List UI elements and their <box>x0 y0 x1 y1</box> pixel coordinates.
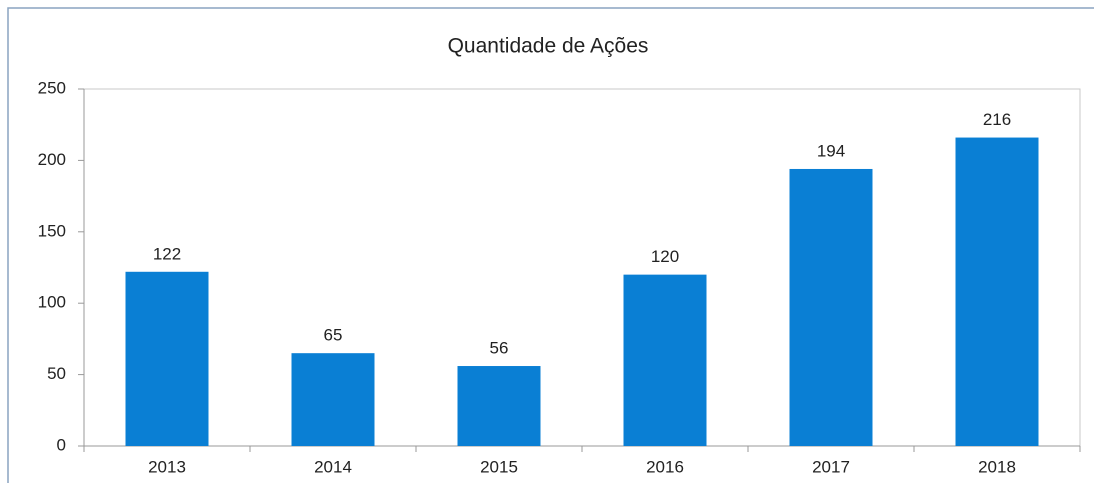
data-label: 120 <box>651 247 679 266</box>
bar <box>955 137 1039 446</box>
y-tick-label: 100 <box>38 293 66 312</box>
data-label: 65 <box>324 326 343 345</box>
x-tick-label: 2013 <box>148 457 186 476</box>
bar <box>789 168 873 446</box>
bar <box>291 353 375 446</box>
x-tick-label: 2018 <box>978 457 1016 476</box>
plot-area <box>83 88 1081 447</box>
data-label: 122 <box>153 244 181 263</box>
y-tick-label: 50 <box>47 364 66 383</box>
data-label: 56 <box>490 339 509 358</box>
x-tick-label: 2016 <box>646 457 684 476</box>
y-tick-label: 250 <box>38 78 66 97</box>
y-tick-label: 0 <box>57 435 66 454</box>
x-tick-label: 2014 <box>314 457 352 476</box>
chart-title: Quantidade de Ações <box>448 35 649 58</box>
x-tick-label: 2017 <box>812 457 850 476</box>
bar <box>125 271 209 446</box>
y-tick-label: 200 <box>38 150 66 169</box>
x-tick-label: 2015 <box>480 457 518 476</box>
bar <box>457 366 541 446</box>
bar <box>623 274 707 446</box>
y-tick-label: 150 <box>38 221 66 240</box>
chart-frame <box>7 7 1094 483</box>
data-label: 216 <box>983 110 1011 129</box>
data-label: 194 <box>817 141 845 160</box>
